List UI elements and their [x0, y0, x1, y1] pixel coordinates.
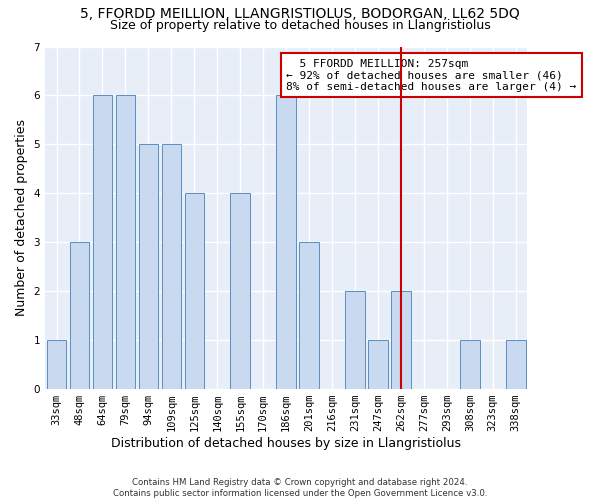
Bar: [460, 340, 479, 389]
Text: Contains HM Land Registry data © Crown copyright and database right 2024.
Contai: Contains HM Land Registry data © Crown c…: [113, 478, 487, 498]
Bar: [299, 242, 319, 389]
Y-axis label: Number of detached properties: Number of detached properties: [15, 120, 28, 316]
Bar: [368, 340, 388, 389]
Text: 5, FFORDD MEILLION, LLANGRISTIOLUS, BODORGAN, LL62 5DQ: 5, FFORDD MEILLION, LLANGRISTIOLUS, BODO…: [80, 8, 520, 22]
Bar: [506, 340, 526, 389]
Text: Size of property relative to detached houses in Llangristiolus: Size of property relative to detached ho…: [110, 19, 490, 32]
Bar: [161, 144, 181, 389]
Bar: [391, 291, 411, 389]
Bar: [185, 194, 204, 389]
Bar: [230, 194, 250, 389]
Bar: [139, 144, 158, 389]
Bar: [277, 96, 296, 389]
Bar: [345, 291, 365, 389]
Bar: [47, 340, 66, 389]
Bar: [92, 96, 112, 389]
Bar: [116, 96, 135, 389]
Bar: [70, 242, 89, 389]
X-axis label: Distribution of detached houses by size in Llangristiolus: Distribution of detached houses by size …: [111, 437, 461, 450]
Text: 5 FFORDD MEILLION: 257sqm  
← 92% of detached houses are smaller (46)
8% of semi: 5 FFORDD MEILLION: 257sqm ← 92% of detac…: [286, 58, 577, 92]
